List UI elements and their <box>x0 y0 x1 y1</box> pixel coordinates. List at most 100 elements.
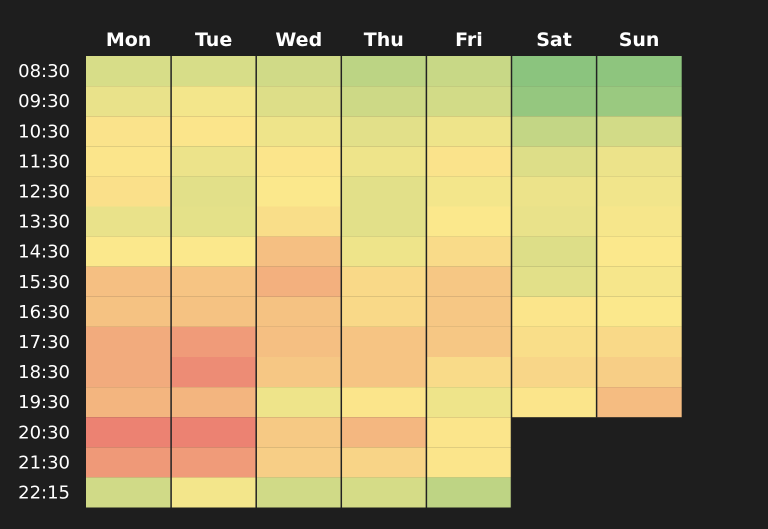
time-label-1130: 11:30 <box>18 151 70 172</box>
heatmap-cell-tue-0930 <box>171 86 257 117</box>
heatmap-cell-fri-1230 <box>426 176 512 207</box>
heatmap-cell-sun-1130 <box>596 146 682 177</box>
time-label-1630: 16:30 <box>18 302 70 323</box>
heatmap-cell-fri-1730 <box>426 326 512 357</box>
heatmap-cell-wed-1430 <box>256 236 342 267</box>
day-label-fri: Fri <box>455 29 483 51</box>
time-label-2130: 21:30 <box>18 452 70 473</box>
heatmap-cell-sat-1730 <box>511 326 597 357</box>
heatmap-cell-sun-1830 <box>596 357 682 388</box>
heatmap-cell-thu-1230 <box>341 176 427 207</box>
heatmap-cell-tue-1630 <box>171 296 257 327</box>
heatmap-cell-thu-1030 <box>341 116 427 147</box>
heatmap-cell-mon-2130 <box>86 447 172 478</box>
heatmap-cell-fri-1830 <box>426 357 512 388</box>
heatmap-cell-tue-1830 <box>171 357 257 388</box>
heatmap-cell-wed-1830 <box>256 357 342 388</box>
time-labels: 08:30 09:30 10:30 11:30 12:30 13:30 14:30 15:30… <box>18 61 70 504</box>
heatmap-cell-wed-1530 <box>256 266 342 297</box>
heatmap-cell-fri-1530 <box>426 266 512 297</box>
heatmap-cell-thu-1330 <box>341 206 427 237</box>
heatmap-cell-sun-1330 <box>596 206 682 237</box>
heatmap-cell-sun-1230 <box>596 176 682 207</box>
heatmap-cell-sun-1630 <box>596 296 682 327</box>
time-label-1730: 17:30 <box>18 332 70 353</box>
heatmap-cell-fri-1930 <box>426 387 512 418</box>
heatmap-cell-wed-0930 <box>256 86 342 117</box>
time-label-2030: 20:30 <box>18 422 70 443</box>
heatmap-cell-sat-1530 <box>511 266 597 297</box>
heatmap-cell-sat-1630 <box>511 296 597 327</box>
heatmap-cell-tue-2215 <box>171 477 257 508</box>
heatmap-cell-fri-1430 <box>426 236 512 267</box>
heatmap-cell-fri-0830 <box>426 56 512 87</box>
heatmap-cell-tue-1730 <box>171 326 257 357</box>
heatmap-cell-tue-1130 <box>171 146 257 177</box>
heatmap-cell-thu-1530 <box>341 266 427 297</box>
heatmap-cell-thu-2215 <box>341 477 427 508</box>
heatmap-cell-sat-0930 <box>511 86 597 117</box>
time-label-1330: 13:30 <box>18 212 70 233</box>
heatmap-cell-mon-1630 <box>86 296 172 327</box>
heatmap-cell-sun-1930 <box>596 387 682 418</box>
heatmap-cell-mon-1030 <box>86 116 172 147</box>
time-label-1930: 19:30 <box>18 392 70 413</box>
heatmap-cell-wed-1130 <box>256 146 342 177</box>
heatmap-cell-mon-2030 <box>86 417 172 448</box>
day-label-sun: Sun <box>619 29 660 51</box>
time-label-2215: 22:15 <box>18 483 70 504</box>
time-label-1030: 10:30 <box>18 121 70 142</box>
heatmap-cell-sat-1830 <box>511 357 597 388</box>
heatmap-cell-sat-1930 <box>511 387 597 418</box>
heatmap-cell-tue-1430 <box>171 236 257 267</box>
heatmap-cell-wed-1330 <box>256 206 342 237</box>
heatmap-cell-tue-1230 <box>171 176 257 207</box>
heatmap-cell-mon-1330 <box>86 206 172 237</box>
heatmap-cell-fri-2030 <box>426 417 512 448</box>
heatmap-cell-fri-2215 <box>426 477 512 508</box>
heatmap-cell-wed-1930 <box>256 387 342 418</box>
heatmap-cell-sun-0930 <box>596 86 682 117</box>
heatmap-cell-mon-1430 <box>86 236 172 267</box>
heatmap-cell-wed-1630 <box>256 296 342 327</box>
heatmap-cell-thu-1130 <box>341 146 427 177</box>
time-label-1230: 12:30 <box>18 182 70 203</box>
heatmap-cell-thu-1630 <box>341 296 427 327</box>
heatmap-cell-tue-1530 <box>171 266 257 297</box>
heatmap-cell-mon-0930 <box>86 86 172 117</box>
heatmap-cell-tue-2130 <box>171 447 257 478</box>
heatmap-cell-wed-2130 <box>256 447 342 478</box>
day-label-thu: Thu <box>364 29 404 51</box>
time-label-1430: 14:30 <box>18 242 70 263</box>
heatmap-cell-sat-1030 <box>511 116 597 147</box>
heatmap-cell-fri-1030 <box>426 116 512 147</box>
heatmap-cell-thu-1430 <box>341 236 427 267</box>
heatmap-cell-tue-1030 <box>171 116 257 147</box>
heatmap-cell-sun-1430 <box>596 236 682 267</box>
heatmap-cell-sat-1430 <box>511 236 597 267</box>
heatmap-cell-thu-2030 <box>341 417 427 448</box>
heatmap-cell-mon-1230 <box>86 176 172 207</box>
time-label-0930: 09:30 <box>18 91 70 112</box>
heatmap-cell-tue-2030 <box>171 417 257 448</box>
heatmap-cell-thu-2130 <box>341 447 427 478</box>
heatmap-cell-thu-1730 <box>341 326 427 357</box>
heatmap-cell-wed-1230 <box>256 176 342 207</box>
heatmap-cell-tue-0830 <box>171 56 257 87</box>
time-label-1530: 15:30 <box>18 272 70 293</box>
heatmap-cell-tue-1930 <box>171 387 257 418</box>
heatmap-cell-wed-1730 <box>256 326 342 357</box>
heatmap-cells <box>86 56 682 508</box>
day-label-sat: Sat <box>536 29 572 51</box>
day-label-mon: Mon <box>106 29 152 51</box>
heatmap-cell-sat-0830 <box>511 56 597 87</box>
heatmap-cell-fri-1630 <box>426 296 512 327</box>
heatmap-cell-mon-0830 <box>86 56 172 87</box>
heatmap-cell-sat-1230 <box>511 176 597 207</box>
heatmap-cell-sun-1730 <box>596 326 682 357</box>
heatmap-cell-fri-2130 <box>426 447 512 478</box>
heatmap-cell-mon-1730 <box>86 326 172 357</box>
heatmap-cell-thu-0830 <box>341 56 427 87</box>
heatmap-cell-sun-0830 <box>596 56 682 87</box>
heatmap-cell-mon-1830 <box>86 357 172 388</box>
